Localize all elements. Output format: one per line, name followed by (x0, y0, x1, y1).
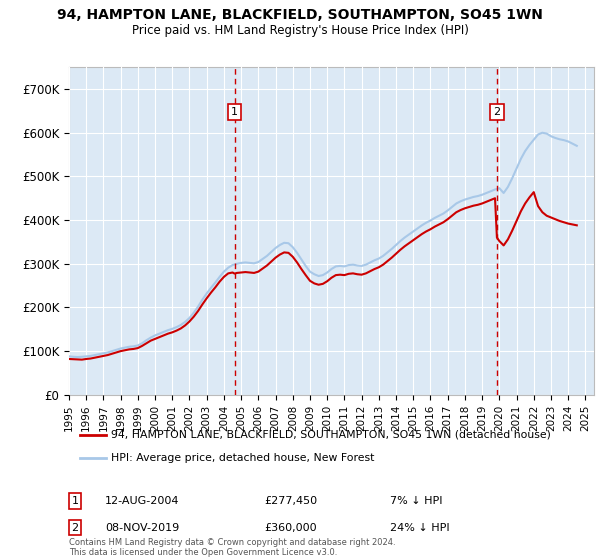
Text: 12-AUG-2004: 12-AUG-2004 (105, 496, 179, 506)
Text: HPI: Average price, detached house, New Forest: HPI: Average price, detached house, New … (111, 453, 374, 463)
Text: Price paid vs. HM Land Registry's House Price Index (HPI): Price paid vs. HM Land Registry's House … (131, 24, 469, 36)
Text: Contains HM Land Registry data © Crown copyright and database right 2024.
This d: Contains HM Land Registry data © Crown c… (69, 538, 395, 557)
Text: 1: 1 (71, 496, 79, 506)
Text: 94, HAMPTON LANE, BLACKFIELD, SOUTHAMPTON, SO45 1WN: 94, HAMPTON LANE, BLACKFIELD, SOUTHAMPTO… (57, 8, 543, 22)
Text: 7% ↓ HPI: 7% ↓ HPI (390, 496, 443, 506)
Text: 94, HAMPTON LANE, BLACKFIELD, SOUTHAMPTON, SO45 1WN (detached house): 94, HAMPTON LANE, BLACKFIELD, SOUTHAMPTO… (111, 430, 551, 440)
Text: 24% ↓ HPI: 24% ↓ HPI (390, 522, 449, 533)
Text: 2: 2 (493, 107, 500, 116)
Text: 1: 1 (231, 107, 238, 116)
Text: £277,450: £277,450 (264, 496, 317, 506)
Text: 08-NOV-2019: 08-NOV-2019 (105, 522, 179, 533)
Text: 2: 2 (71, 522, 79, 533)
Text: £360,000: £360,000 (264, 522, 317, 533)
